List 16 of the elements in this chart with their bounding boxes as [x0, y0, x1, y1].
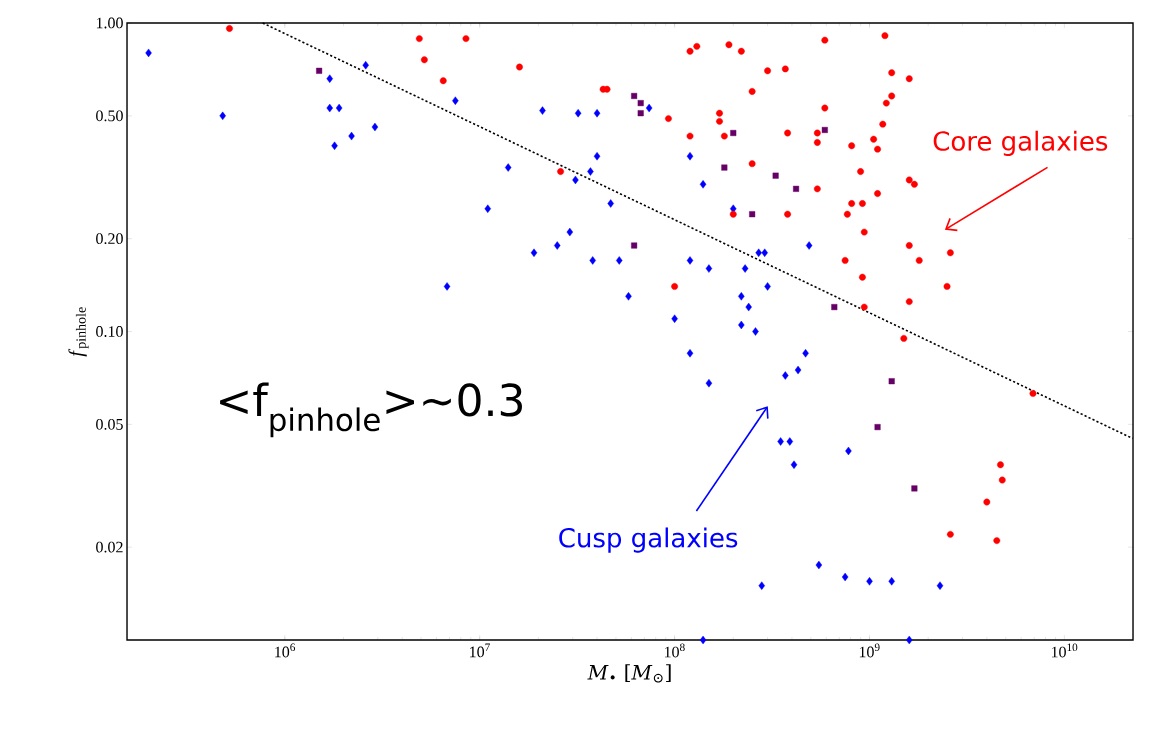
x-tick-label: 10$^{8}$ [664, 643, 685, 658]
y-axis-title: f$_{pinhole}$ [68, 307, 89, 357]
series-label: Core galaxies [933, 130, 1108, 156]
series-label: Cusp galaxies [559, 527, 738, 553]
y-tick-label: 0.05 [96, 418, 123, 430]
y-tick-label: 0.10 [96, 326, 123, 337]
x-tick-label: 10$^{7}$ [470, 643, 490, 658]
y-tick-label: 1.00 [96, 17, 123, 29]
x-tick-label: 10$^{9}$ [859, 643, 880, 658]
x-tick-label: 10$^{6}$ [275, 643, 296, 658]
x-tick-label: 10$^{10}$ [1051, 643, 1078, 658]
y-tick-label: 0.20 [96, 233, 123, 245]
x-axis-title: M$_{•}$ [M$_{⊙}$] [587, 664, 671, 683]
annotation: <f$_{pinhole}$>~0.3 [220, 382, 522, 438]
y-tick-label: 0.02 [96, 541, 123, 553]
y-tick-label: 0.50 [96, 110, 123, 122]
